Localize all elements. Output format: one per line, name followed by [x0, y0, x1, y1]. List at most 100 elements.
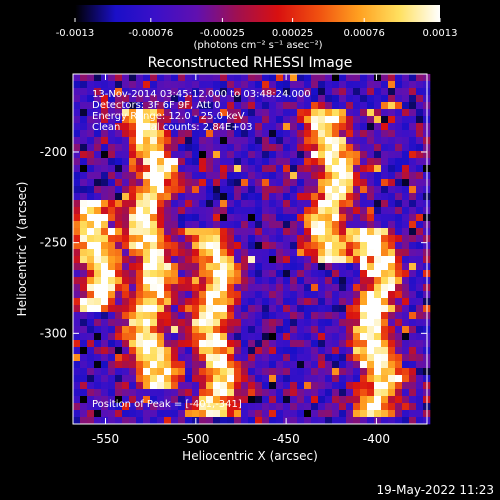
heatmap-cell: [402, 305, 410, 313]
heatmap-cell: [178, 284, 186, 292]
heatmap-cell: [234, 172, 242, 180]
heatmap-cell: [388, 249, 396, 257]
heatmap-cell: [346, 319, 354, 327]
heatmap-cell: [395, 228, 403, 236]
heatmap-cell: [227, 389, 235, 397]
heatmap-cell: [255, 291, 263, 299]
heatmap-cell: [276, 305, 284, 313]
heatmap-cell: [73, 410, 81, 418]
heatmap-cell: [290, 340, 298, 348]
heatmap-cell: [80, 270, 88, 278]
heatmap-cell: [150, 123, 158, 131]
heatmap-cell: [80, 403, 88, 411]
heatmap-cell: [150, 312, 158, 320]
heatmap-cell: [367, 221, 375, 229]
heatmap-cell: [255, 151, 263, 159]
heatmap-cell: [185, 242, 193, 250]
heatmap-cell: [248, 151, 256, 159]
heatmap-cell: [269, 298, 277, 306]
heatmap-cell: [304, 221, 312, 229]
heatmap-cell: [80, 221, 88, 229]
heatmap-cell: [80, 74, 88, 82]
heatmap-cell: [150, 186, 158, 194]
heatmap-cell: [213, 347, 221, 355]
heatmap-cell: [388, 165, 396, 173]
heatmap-cell: [171, 403, 179, 411]
heatmap-cell: [367, 130, 375, 138]
heatmap-cell: [101, 242, 109, 250]
heatmap-cell: [381, 368, 389, 376]
heatmap-cell: [262, 326, 270, 334]
heatmap-cell: [199, 340, 207, 348]
heatmap-cell: [269, 368, 277, 376]
heatmap-cell: [304, 102, 312, 110]
heatmap-cell: [276, 270, 284, 278]
heatmap-cell: [108, 123, 116, 131]
heatmap-cell: [255, 312, 263, 320]
heatmap-cell: [164, 326, 172, 334]
heatmap-cell: [164, 193, 172, 201]
heatmap-cell: [269, 165, 277, 173]
heatmap-cell: [360, 179, 368, 187]
heatmap-cell: [80, 333, 88, 341]
heatmap-cell: [409, 284, 417, 292]
heatmap-cell: [381, 298, 389, 306]
heatmap-cell: [213, 200, 221, 208]
heatmap-cell: [241, 256, 249, 264]
heatmap-cell: [248, 130, 256, 138]
heatmap-cell: [157, 291, 165, 299]
heatmap-cell: [395, 214, 403, 222]
heatmap-cell: [283, 95, 291, 103]
heatmap-cell: [136, 186, 144, 194]
heatmap-cell: [360, 270, 368, 278]
heatmap-cell: [129, 200, 137, 208]
heatmap-cell: [262, 165, 270, 173]
heatmap-cell: [213, 256, 221, 264]
heatmap-cell: [101, 305, 109, 313]
heatmap-cell: [360, 354, 368, 362]
heatmap-cell: [115, 340, 123, 348]
heatmap-cell: [73, 326, 81, 334]
heatmap-cell: [178, 116, 186, 124]
heatmap-cell: [360, 305, 368, 313]
heatmap-cell: [73, 102, 81, 110]
heatmap-cell: [241, 396, 249, 404]
heatmap-cell: [80, 207, 88, 215]
heatmap-cell: [381, 151, 389, 159]
heatmap-cell: [374, 389, 382, 397]
heatmap-cell: [87, 312, 95, 320]
heatmap-cell: [157, 396, 165, 404]
heatmap-cell: [262, 95, 270, 103]
heatmap-cell: [297, 298, 305, 306]
heatmap-cell: [234, 256, 242, 264]
heatmap-cell: [115, 207, 123, 215]
heatmap-cell: [255, 333, 263, 341]
heatmap-cell: [227, 347, 235, 355]
heatmap-cell: [80, 123, 88, 131]
heatmap-cell: [185, 298, 193, 306]
heatmap-cell: [374, 193, 382, 201]
heatmap-cell: [311, 158, 319, 166]
heatmap-cell: [220, 410, 228, 418]
heatmap-cell: [402, 403, 410, 411]
heatmap-cell: [129, 165, 137, 173]
heatmap-cell: [248, 158, 256, 166]
heatmap-cell: [206, 291, 214, 299]
heatmap-cell: [248, 123, 256, 131]
heatmap-cell: [234, 410, 242, 418]
heatmap-cell: [80, 200, 88, 208]
heatmap-cell: [101, 193, 109, 201]
plot-frame: [72, 73, 428, 425]
heatmap-cell: [192, 158, 200, 166]
heatmap-cell: [199, 158, 207, 166]
heatmap-cell: [248, 102, 256, 110]
heatmap-cell: [157, 326, 165, 334]
heatmap-cell: [87, 123, 95, 131]
heatmap-cell: [199, 256, 207, 264]
heatmap-cell: [318, 179, 326, 187]
heatmap-cell: [185, 396, 193, 404]
heatmap-cell: [381, 291, 389, 299]
heatmap-cell: [388, 284, 396, 292]
heatmap-cell: [276, 144, 284, 152]
heatmap-cell: [297, 74, 305, 82]
